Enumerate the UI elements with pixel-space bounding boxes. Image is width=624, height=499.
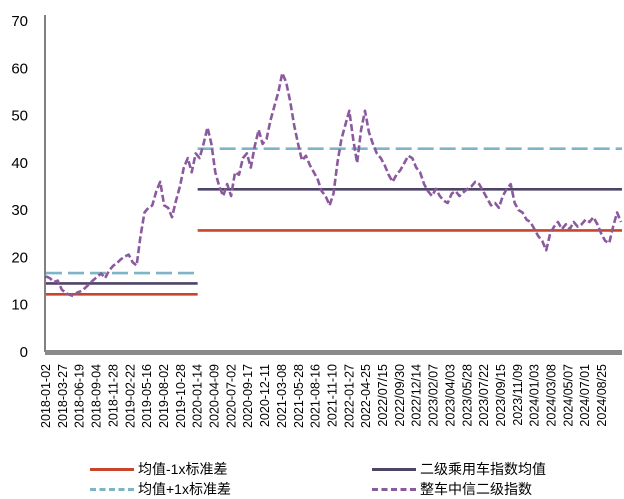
x-tick-label: 2023/07/22 (477, 364, 491, 427)
x-tick-label: 2023/11/09 (511, 364, 525, 426)
legend-item: 二级乘用车指数均值 (372, 459, 546, 479)
y-tick-label: 40 (11, 155, 28, 172)
y-tick-label: 20 (11, 249, 28, 266)
x-tick-label: 2023/09/15 (494, 364, 508, 427)
x-tick-label: 2018-01-02 (39, 364, 53, 428)
x-tick-label: 2024/05/07 (561, 364, 575, 427)
y-tick-label: 50 (11, 108, 28, 125)
x-tick-label: 2022-01-27 (342, 364, 356, 428)
x-tick-label: 2018-06-19 (73, 364, 87, 428)
legend-swatch (90, 467, 134, 471)
x-tick-label: 2021-08-16 (309, 364, 323, 428)
x-tick-label: 2018-03-27 (56, 364, 70, 428)
y-tick-label: 70 (11, 13, 28, 30)
y-tick-label: 10 (11, 297, 28, 314)
x-tick-label: 2019-08-02 (157, 364, 171, 428)
x-tick-label: 2021-11-10 (325, 364, 339, 427)
x-axis: 2018-01-02 2018-03-27 2018-06-19 2018-09-04… (39, 350, 622, 428)
x-tick-label: 2022/12/14 (410, 364, 424, 427)
y-axis: 0 10 20 30 40 50 60 70 (11, 13, 46, 361)
x-tick-label: 2023/05/28 (460, 364, 474, 427)
x-tick-label: 2018-11-28 (106, 364, 120, 427)
y-tick-label: 60 (11, 60, 28, 77)
x-tick-label: 2019-02-22 (123, 364, 137, 428)
x-tick-label: 2023/04/03 (443, 364, 457, 427)
legend-label: 均值-1x标准差 (138, 461, 228, 477)
plot-area (45, 71, 623, 298)
legend-swatch (372, 487, 416, 491)
y-tick-label: 0 (20, 344, 28, 361)
x-tick-label: 2022/07/15 (376, 364, 390, 427)
x-tick-label: 2022-04-25 (359, 364, 373, 428)
x-tick-label: 2024/08/25 (595, 364, 609, 427)
x-tick-label: 2024/07/01 (578, 364, 592, 427)
x-axis-line (45, 350, 622, 355)
x-tick-label: 2019-10-28 (174, 364, 188, 428)
x-tick-label: 2019-05-16 (140, 364, 154, 428)
x-tick-label: 2020-01-14 (191, 364, 205, 428)
x-tick-label: 2020-04-09 (208, 364, 222, 428)
legend-item: 均值-1x标准差 (90, 459, 227, 479)
x-tick-label: 2020-07-02 (224, 364, 238, 428)
legend-swatch (90, 487, 134, 491)
x-tick-label: 2020-09-17 (241, 364, 255, 428)
x-tick-label: 2020-12-11 (258, 364, 272, 427)
x-tick-label: 2022/09/30 (393, 364, 407, 427)
x-tick-label: 2024/01/03 (528, 364, 542, 427)
x-tick-label: 2021-03-08 (275, 364, 289, 428)
legend-label: 二级乘用车指数均值 (420, 461, 546, 477)
legend-item: 均值+1x标准差 (90, 479, 231, 499)
x-tick-label: 2023/02/07 (427, 364, 441, 427)
y-tick-label: 30 (11, 202, 28, 219)
x-tick-label: 2024/03/08 (545, 364, 559, 427)
legend-swatch (372, 467, 416, 471)
legend-label: 均值+1x标准差 (138, 481, 231, 497)
legend-item: 整车中信二级指数 (372, 479, 532, 499)
legend-label: 整车中信二级指数 (420, 481, 532, 497)
x-tick-label: 2021-05-28 (292, 364, 306, 428)
index-series-line (45, 71, 623, 298)
legend: 均值-1x标准差 二级乘用车指数均值均值+1x标准差 整车中信二级指数 (0, 456, 624, 499)
x-tick-label: 2018-09-04 (90, 364, 104, 428)
